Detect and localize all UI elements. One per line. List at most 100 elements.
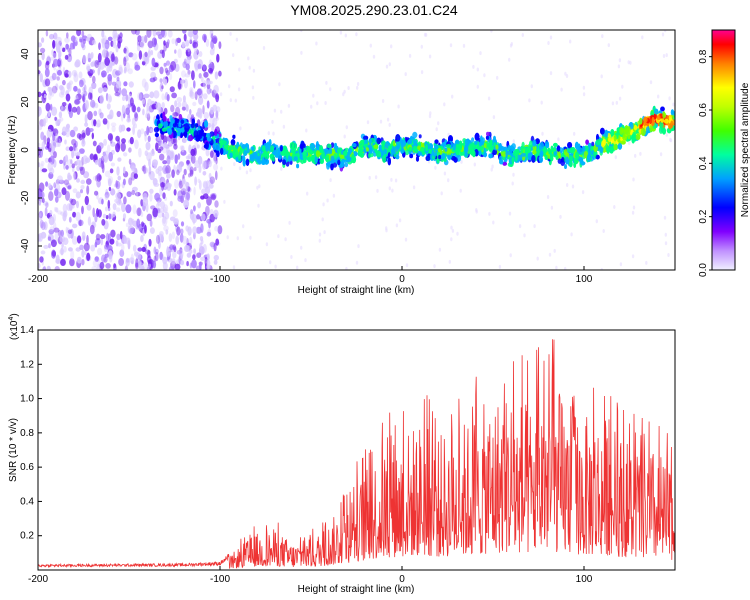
- spectrogram-cell: [437, 147, 442, 153]
- spectrogram-cell: [127, 68, 133, 75]
- spectrogram-cell: [595, 154, 600, 160]
- spectrogram-cell: [157, 200, 161, 206]
- spectrogram-cell: [124, 265, 128, 270]
- spectrogram-cell: [148, 263, 152, 268]
- spectrogram-cell: [104, 253, 109, 258]
- spectrogram-cell: [318, 232, 322, 237]
- spectrogram-cell: [52, 58, 59, 67]
- spectrogram-cell: [155, 168, 160, 175]
- spectrogram-cell: [214, 128, 218, 137]
- spectrogram-cell: [147, 50, 151, 58]
- spectrogram-cell: [613, 205, 616, 209]
- spectrogram-cell: [117, 175, 122, 181]
- spectrogram-cell: [523, 233, 526, 238]
- spectrogram-cell: [60, 104, 64, 111]
- spectrogram-cell: [299, 143, 304, 149]
- spectrogram-cell: [57, 69, 62, 76]
- spectrogram-cell: [368, 143, 372, 151]
- spectrogram-cell: [417, 145, 421, 150]
- spectrogram-cell: [107, 133, 113, 141]
- spectrogram-cell: [287, 103, 291, 108]
- spectrogram-cell: [153, 90, 160, 99]
- spectrogram-cell: [408, 53, 412, 58]
- spectrogram-cell: [171, 258, 176, 265]
- spectrogram-cell: [165, 70, 170, 76]
- spectrogram-cell: [632, 205, 636, 210]
- spectrogram-cell: [549, 155, 554, 162]
- spectrogram-cell: [412, 131, 418, 139]
- spectrogram-cell: [169, 150, 175, 161]
- spectrogram-cell: [261, 145, 266, 152]
- spectrogram-cell: [102, 118, 108, 125]
- spectrogram-cell: [81, 139, 86, 147]
- spectrogram-cell: [63, 246, 67, 253]
- spectrogram-cell: [343, 134, 346, 139]
- spectrogram-cell: [435, 127, 438, 132]
- spectrogram-cell: [394, 178, 398, 183]
- spectrogram-cell: [130, 171, 136, 181]
- spectrogram-cell: [89, 224, 95, 235]
- spectrogram-cell: [649, 125, 653, 133]
- spectrogram-cell: [48, 229, 55, 235]
- spectrogram-cell: [200, 76, 204, 83]
- spectrogram-cell: [43, 93, 47, 99]
- spectrogram-cell: [128, 177, 133, 186]
- spectrogram-cell: [162, 192, 166, 200]
- spectrogram-cell: [125, 204, 132, 214]
- spectrogram-cell: [496, 75, 499, 80]
- spectrogram-cell: [45, 30, 49, 37]
- spectrogram-cell: [247, 56, 250, 61]
- spectrogram-cell: [101, 218, 106, 226]
- spectrogram-cell: [460, 159, 463, 164]
- spectrogram-cell: [215, 93, 220, 103]
- spectrogram-cell: [458, 140, 463, 149]
- spectrogram-cell: [54, 232, 59, 242]
- spectrogram-cell: [536, 256, 539, 261]
- spectrogram-cell: [71, 163, 76, 169]
- spectrogram-cell: [44, 207, 48, 217]
- spectrogram-cell: [177, 101, 182, 108]
- spectrogram-cell: [155, 251, 159, 262]
- spectrogram-cell: [49, 33, 55, 40]
- spectrogram-cell: [404, 72, 407, 77]
- spectrogram-cell: [209, 131, 215, 137]
- spectrogram-cell: [246, 148, 250, 154]
- spectrogram-xtick-label: -200: [28, 274, 48, 285]
- spectrogram-cell: [87, 216, 91, 226]
- spectrogram-cell: [110, 229, 116, 238]
- spectrogram-cell: [580, 161, 586, 166]
- spectrogram-cell: [159, 231, 164, 237]
- spectrogram-cell: [49, 103, 53, 111]
- spectrogram-cell: [595, 139, 601, 146]
- spectrogram-cell: [568, 160, 573, 168]
- spectrogram-cell: [372, 54, 376, 59]
- spectrogram-cell: [193, 130, 199, 138]
- spectrogram-cell: [65, 182, 71, 188]
- spectrogram-cell: [81, 205, 84, 215]
- spectrogram-cell: [571, 147, 576, 153]
- spectrogram-cell: [443, 102, 446, 107]
- spectrogram-cell: [253, 151, 258, 160]
- spectrogram-cell: [59, 235, 66, 243]
- spectrogram-cell: [166, 94, 170, 102]
- spectrogram-cell: [563, 148, 568, 156]
- spectrogram-cell: [76, 106, 81, 115]
- spectrogram-cell: [76, 235, 82, 244]
- spectrogram-cell: [174, 154, 178, 165]
- spectrogram-cell: [282, 159, 286, 166]
- spectrogram-cell: [188, 135, 193, 142]
- spectrogram-cell: [570, 232, 573, 237]
- spectrogram-cell: [518, 224, 522, 229]
- spectrogram-cell: [163, 62, 167, 67]
- snr-ytick-label: 0.8: [20, 428, 34, 439]
- spectrogram-cell: [171, 38, 176, 45]
- spectrogram-cell: [547, 153, 551, 159]
- spectrogram-cell: [159, 82, 164, 92]
- spectrogram-cell: [569, 39, 572, 44]
- spectrogram-cell: [617, 64, 621, 69]
- snr-xtick-label: -100: [210, 574, 230, 585]
- spectrogram-cell: [65, 124, 70, 133]
- spectrogram-cell: [76, 133, 82, 139]
- spectrogram-cell: [94, 213, 98, 223]
- spectrogram-cell: [199, 242, 203, 250]
